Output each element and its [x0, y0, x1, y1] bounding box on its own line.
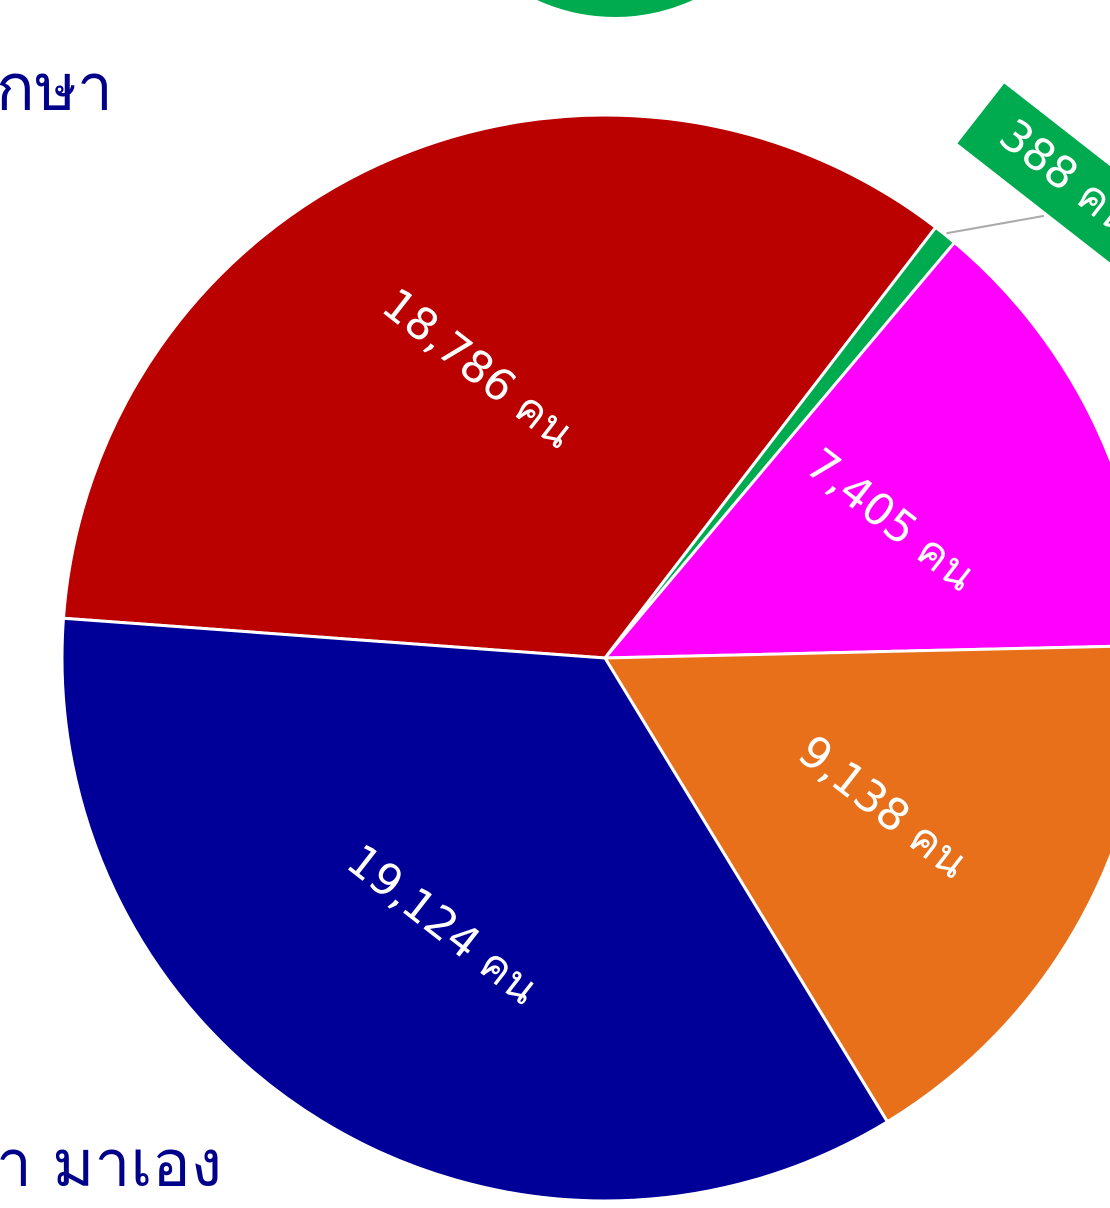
callout: 388 คน	[957, 83, 1110, 277]
side-text: า มาเอง	[0, 1128, 222, 1202]
slice	[60, 616, 890, 1203]
slice	[61, 113, 938, 660]
side-text: กษา	[0, 52, 113, 126]
slice	[601, 240, 1110, 660]
callout-box	[957, 83, 1110, 277]
slice	[602, 644, 1110, 1124]
top-badge	[523, 0, 707, 23]
leader-line	[946, 214, 1045, 235]
